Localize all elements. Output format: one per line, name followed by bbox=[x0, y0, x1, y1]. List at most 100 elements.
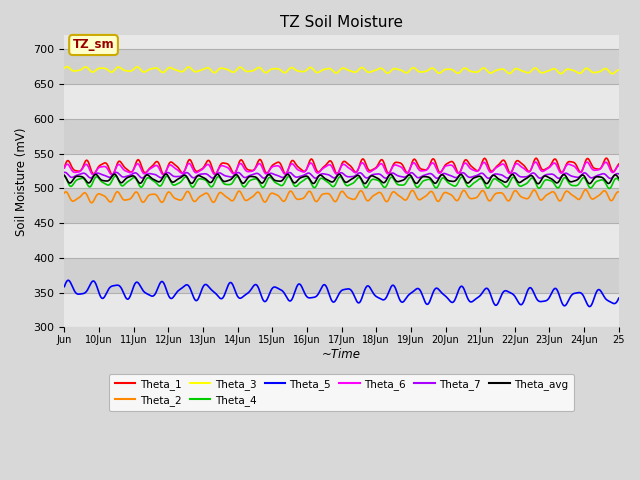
Theta_5 bbox=[159, 280, 167, 286]
Theta_6 bbox=[204, 161, 212, 167]
Theta_2 bbox=[388, 190, 396, 196]
Theta_1 bbox=[159, 171, 167, 177]
Theta_3 bbox=[615, 67, 623, 73]
Theta_6 bbox=[61, 165, 68, 171]
Theta_4 bbox=[615, 178, 623, 183]
Theta_6 bbox=[159, 172, 167, 178]
Line: Theta_3: Theta_3 bbox=[65, 67, 619, 74]
Theta_avg bbox=[159, 175, 166, 181]
Theta_3 bbox=[609, 71, 616, 77]
Theta_4 bbox=[159, 179, 167, 184]
Theta_2 bbox=[88, 200, 95, 205]
Theta_4 bbox=[388, 174, 396, 180]
Theta_5 bbox=[64, 277, 72, 283]
Theta_avg bbox=[534, 181, 542, 187]
Theta_1 bbox=[61, 165, 68, 170]
Theta_4 bbox=[312, 183, 320, 189]
Theta_3 bbox=[479, 65, 486, 71]
Theta_avg bbox=[479, 176, 486, 182]
Theta_2 bbox=[431, 195, 439, 201]
Theta_6 bbox=[388, 165, 396, 171]
Theta_5 bbox=[586, 304, 594, 310]
Theta_1 bbox=[204, 157, 212, 163]
Bar bbox=[65, 49, 619, 84]
Theta_5 bbox=[479, 289, 486, 295]
Theta_7 bbox=[479, 170, 486, 176]
Bar bbox=[65, 154, 619, 188]
Theta_avg bbox=[163, 171, 170, 177]
Theta_6 bbox=[159, 171, 166, 177]
Theta_5 bbox=[431, 286, 439, 291]
Theta_2 bbox=[159, 198, 167, 204]
Text: TZ_sm: TZ_sm bbox=[73, 38, 115, 51]
Theta_1 bbox=[312, 167, 320, 172]
Line: Theta_2: Theta_2 bbox=[65, 190, 619, 203]
Theta_4 bbox=[111, 173, 119, 179]
Theta_3 bbox=[388, 67, 396, 72]
Theta_3 bbox=[63, 64, 71, 70]
Theta_4 bbox=[204, 180, 212, 186]
Line: Theta_6: Theta_6 bbox=[65, 162, 619, 175]
Line: Theta_5: Theta_5 bbox=[65, 280, 619, 307]
Theta_7 bbox=[388, 170, 396, 176]
Bar bbox=[65, 119, 619, 154]
Legend: Theta_1, Theta_2, Theta_3, Theta_4, Theta_5, Theta_6, Theta_7, Theta_avg: Theta_1, Theta_2, Theta_3, Theta_4, Thet… bbox=[109, 373, 573, 411]
Theta_6 bbox=[431, 164, 439, 170]
Theta_5 bbox=[388, 283, 396, 288]
Theta_1 bbox=[615, 161, 623, 167]
Theta_7 bbox=[113, 169, 120, 175]
Y-axis label: Soil Moisture (mV): Soil Moisture (mV) bbox=[15, 127, 28, 236]
Theta_2 bbox=[615, 189, 623, 194]
Theta_avg bbox=[204, 178, 212, 184]
Theta_5 bbox=[615, 295, 623, 301]
Line: Theta_4: Theta_4 bbox=[65, 176, 619, 189]
Theta_avg bbox=[312, 178, 320, 183]
Theta_6 bbox=[615, 163, 623, 168]
Theta_6 bbox=[312, 169, 320, 175]
Theta_2 bbox=[61, 190, 68, 196]
Bar bbox=[65, 223, 619, 258]
Theta_4 bbox=[479, 178, 486, 183]
Theta_avg bbox=[61, 172, 68, 178]
Theta_2 bbox=[582, 187, 589, 192]
Theta_7 bbox=[615, 171, 623, 177]
Bar bbox=[65, 258, 619, 293]
Theta_4 bbox=[605, 186, 613, 192]
Theta_7 bbox=[159, 173, 167, 179]
Theta_1 bbox=[109, 172, 116, 178]
Theta_5 bbox=[312, 294, 320, 300]
Theta_7 bbox=[607, 176, 614, 181]
Bar bbox=[65, 188, 619, 223]
Line: Theta_1: Theta_1 bbox=[65, 158, 619, 175]
Theta_avg bbox=[615, 175, 623, 181]
Line: Theta_7: Theta_7 bbox=[65, 172, 619, 179]
Theta_4 bbox=[61, 173, 68, 179]
Theta_1 bbox=[388, 165, 396, 170]
Theta_6 bbox=[532, 159, 540, 165]
Theta_7 bbox=[312, 175, 320, 181]
Theta_3 bbox=[61, 65, 68, 71]
Bar bbox=[65, 84, 619, 119]
Theta_6 bbox=[479, 160, 486, 166]
Theta_3 bbox=[312, 69, 320, 75]
Theta_5 bbox=[61, 284, 68, 289]
Theta_3 bbox=[204, 65, 212, 71]
Theta_5 bbox=[204, 283, 212, 288]
Title: TZ Soil Moisture: TZ Soil Moisture bbox=[280, 15, 403, 30]
Theta_1 bbox=[479, 158, 486, 164]
Theta_1 bbox=[431, 159, 439, 165]
Theta_1 bbox=[603, 155, 611, 161]
Bar bbox=[65, 293, 619, 327]
Theta_7 bbox=[61, 169, 68, 175]
Theta_7 bbox=[431, 175, 439, 180]
Theta_2 bbox=[479, 188, 486, 193]
Line: Theta_avg: Theta_avg bbox=[65, 174, 619, 184]
Theta_4 bbox=[431, 185, 439, 191]
Theta_avg bbox=[431, 180, 439, 186]
Theta_7 bbox=[204, 172, 212, 178]
Theta_2 bbox=[204, 191, 212, 197]
Theta_avg bbox=[388, 172, 396, 178]
Theta_3 bbox=[431, 68, 439, 73]
Theta_3 bbox=[159, 70, 167, 75]
Theta_2 bbox=[312, 199, 320, 204]
